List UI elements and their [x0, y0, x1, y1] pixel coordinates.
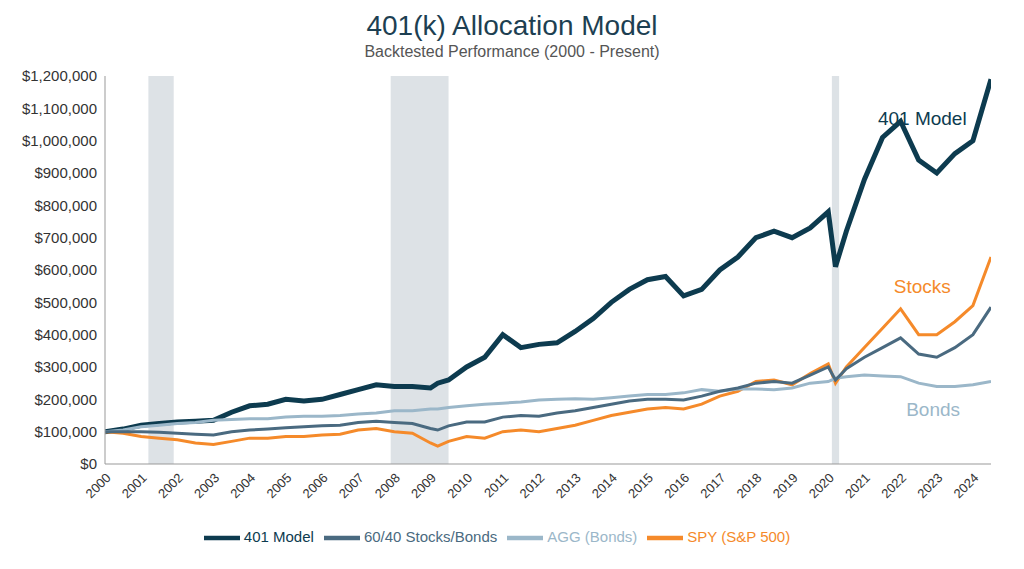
- svg-text:$1,100,000: $1,100,000: [22, 100, 97, 117]
- svg-text:2003: 2003: [191, 470, 222, 501]
- svg-text:$200,000: $200,000: [34, 391, 97, 408]
- svg-text:$300,000: $300,000: [34, 358, 97, 375]
- svg-text:2020: 2020: [806, 470, 837, 501]
- svg-text:2014: 2014: [589, 470, 620, 501]
- svg-text:2011: 2011: [481, 470, 511, 500]
- svg-text:2019: 2019: [770, 470, 801, 501]
- svg-text:2015: 2015: [625, 470, 656, 501]
- svg-text:$900,000: $900,000: [34, 164, 97, 181]
- svg-text:$400,000: $400,000: [34, 326, 97, 343]
- svg-text:2017: 2017: [697, 470, 728, 501]
- svg-text:$100,000: $100,000: [34, 423, 97, 440]
- svg-text:$800,000: $800,000: [34, 197, 97, 214]
- html-text:401 Model: 401 Model: [243, 528, 314, 545]
- svg-text:2016: 2016: [661, 470, 692, 501]
- svg-text:2023: 2023: [914, 470, 945, 501]
- svg-text:$1,000,000: $1,000,000: [22, 132, 97, 149]
- svg-text:2012: 2012: [517, 470, 548, 501]
- svg-text:2022: 2022: [878, 470, 909, 501]
- svg-text:Stocks: Stocks: [894, 276, 951, 297]
- html-text:401(k) Allocation Model: 401(k) Allocation Model: [366, 10, 658, 41]
- svg-text:2001: 2001: [119, 470, 150, 501]
- svg-text:$600,000: $600,000: [34, 261, 97, 278]
- svg-text:2024: 2024: [951, 470, 982, 501]
- svg-text:$700,000: $700,000: [34, 229, 97, 246]
- svg-text:$1,200,000: $1,200,000: [22, 67, 97, 84]
- svg-text:401 Model: 401 Model: [878, 108, 967, 129]
- svg-text:2021: 2021: [842, 470, 873, 501]
- html-text:SPY (S&P 500): SPY (S&P 500): [687, 528, 791, 545]
- svg-text:2000: 2000: [83, 470, 114, 501]
- html-text:AGG (Bonds): AGG (Bonds): [547, 528, 638, 545]
- svg-text:$500,000: $500,000: [34, 294, 97, 311]
- svg-text:2013: 2013: [553, 470, 584, 501]
- svg-text:2005: 2005: [263, 470, 294, 501]
- svg-text:2006: 2006: [300, 470, 331, 501]
- svg-text:2007: 2007: [336, 470, 367, 501]
- html-text:60/40 Stocks/Bonds: 60/40 Stocks/Bonds: [363, 528, 498, 545]
- html-text:Backtested Performance (2000 -: Backtested Performance (2000 - Present): [364, 43, 660, 60]
- svg-text:2009: 2009: [408, 470, 439, 501]
- svg-text:2002: 2002: [155, 470, 186, 501]
- svg-text:2010: 2010: [444, 470, 475, 501]
- svg-text:2018: 2018: [734, 470, 765, 501]
- svg-text:$0: $0: [80, 455, 97, 472]
- svg-text:2008: 2008: [372, 470, 403, 501]
- svg-text:Bonds: Bonds: [906, 399, 960, 420]
- svg-text:2004: 2004: [227, 470, 258, 501]
